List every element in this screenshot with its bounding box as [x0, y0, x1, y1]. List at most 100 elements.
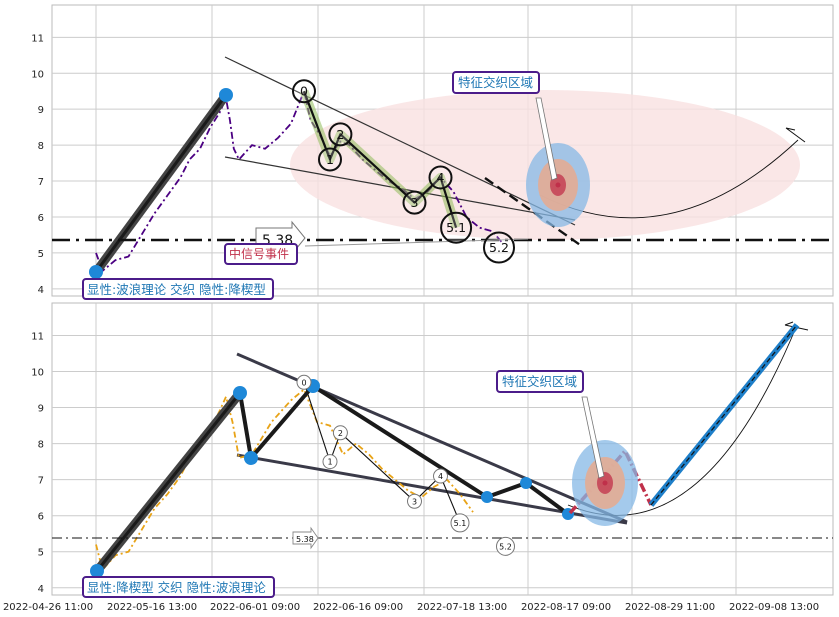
bottom-feature-box [496, 370, 584, 393]
wave-label-0: 0 [296, 374, 312, 390]
bottom-dot-peak-a [233, 386, 247, 400]
wave-label-circle [328, 122, 353, 147]
bottom-reference-arrow [292, 526, 319, 550]
top-impulse-start-dot [89, 265, 103, 279]
bottom-projection-blue-core [650, 324, 798, 506]
y-tick-label: 5 [38, 548, 44, 559]
top-wave-line [302, 90, 458, 229]
wave-label-text: 0 [301, 378, 306, 387]
bottom-impulse-bar-inner [95, 392, 242, 572]
y-tick-label: 10 [31, 69, 44, 80]
top-projection-tip [785, 127, 806, 143]
y-tick-label: 9 [38, 404, 44, 415]
wave-label-circle [296, 374, 312, 390]
wave-label-circle [318, 147, 342, 172]
y-tick-label: 9 [38, 105, 44, 116]
wave-label-circle [332, 425, 348, 441]
wave-label-text: 5.1 [454, 519, 467, 528]
x-tick-label: 2022-06-01 09:00 [210, 602, 300, 613]
wave-label-circle [433, 468, 448, 484]
top-pattern-box [82, 278, 274, 300]
y-tick-label: 7 [38, 476, 44, 487]
y-tick-label: 4 [38, 584, 44, 595]
bottom-feature-pointer [581, 396, 605, 479]
y-tick-label: 11 [31, 331, 44, 342]
top-impulse-bar-inner [94, 94, 228, 273]
x-tick-label: 2022-07-18 13:00 [417, 602, 507, 613]
bottom-wave-line [303, 382, 461, 524]
wave-label-5.1: 5.1 [440, 211, 473, 244]
wave-label-text: 5.2 [489, 240, 509, 255]
bottom-dot-trough-b [481, 491, 493, 503]
x-tick-label: 2022-05-16 13:00 [107, 602, 197, 613]
wave-label-5.2: 5.2 [483, 231, 515, 264]
top-signal-box [224, 243, 298, 265]
bottom-feature-zone-center [602, 480, 608, 486]
wave-label-text: 0 [300, 84, 308, 99]
wave-label-circle [450, 513, 470, 533]
wave-label-circle [483, 231, 515, 264]
y-tick-label: 11 [31, 33, 44, 44]
top-wave-labels: 0 12 3 4 5.1 5.2 [292, 79, 515, 264]
top-signal-label: 中信号事件 [229, 246, 289, 261]
top-feature-box [452, 71, 540, 94]
wave-label-2: 2 [328, 122, 353, 147]
wave-label-circle [407, 493, 422, 509]
x-tick-label: 2022-09-08 13:00 [729, 602, 819, 613]
wave-label-text: 5.1 [446, 220, 466, 235]
wave-label-5.2: 5.2 [496, 536, 515, 556]
bottom-plot-area [51, 302, 834, 596]
bottom-pattern-box [82, 576, 275, 598]
y-tick-label: 8 [38, 141, 44, 152]
wave-label-2: 2 [332, 425, 348, 441]
top-pattern-label: 显性:波浪理论 交织 隐性:降楔型 [87, 282, 266, 297]
x-tick-label: 2022-06-16 09:00 [313, 602, 403, 613]
bottom-y-axis: 4 5 6 7 8 9 10 11 [31, 331, 44, 594]
bottom-dot-start [90, 564, 104, 578]
wave-label-circle [440, 211, 473, 244]
y-tick-label: 6 [38, 213, 44, 224]
bottom-wave-labels: 0 1 2 3 4 5.1 5.2 [296, 374, 515, 556]
wave-label-text: 5.2 [499, 542, 512, 551]
wave-label-3: 3 [407, 493, 422, 509]
top-feature-zone-center [555, 182, 561, 188]
top-upper-trendline [224, 56, 576, 226]
wave-label-3: 3 [402, 190, 427, 215]
y-tick-label: 5 [38, 249, 44, 260]
bottom-pattern-path [238, 384, 570, 516]
wave-label-circle [322, 454, 338, 470]
wave-label-text: 2 [338, 429, 343, 438]
bottom-pattern-label: 显性:降楔型 交织 隐性:波浪理论 [87, 580, 266, 595]
top-feature-label: 特征交织区域 [458, 75, 533, 90]
wave-label-4: 4 [433, 468, 448, 484]
y-tick-label: 6 [38, 512, 44, 523]
wave-label-text: 1 [327, 458, 332, 467]
wave-label-circle [496, 536, 515, 556]
wave-label-1: 1 [322, 454, 338, 470]
bottom-price-series [95, 388, 474, 572]
y-tick-label: 4 [38, 285, 44, 296]
wave-label-circle [428, 165, 453, 190]
top-impulse-end-dot [219, 88, 233, 102]
wave-label-text: 3 [411, 195, 419, 210]
top-wave-dash-5 [484, 177, 584, 248]
x-tick-label: 2022-08-29 11:00 [625, 602, 715, 613]
wave-label-text: 2 [336, 127, 344, 142]
top-reference-connector [304, 238, 529, 247]
y-tick-label: 7 [38, 177, 44, 188]
wave-label-circle [292, 79, 316, 104]
y-tick-label: 8 [38, 440, 44, 451]
bottom-feature-label: 特征交织区域 [502, 374, 577, 389]
wave-label-circle [402, 190, 427, 215]
wave-label-4: 4 [428, 165, 453, 190]
wave-label-text: 4 [437, 170, 445, 185]
wave-label-1: 1 [318, 147, 342, 172]
wave-label-5.1: 5.1 [450, 513, 470, 533]
bottom-dot-trough-a [244, 451, 258, 465]
wave-label-text: 1 [326, 152, 334, 167]
x-axis: 2022-04-26 11:00 2022-05-16 13:00 2022-06-… [3, 602, 819, 613]
x-tick-label: 2022-04-26 11:00 [3, 602, 93, 613]
x-tick-label: 2022-08-17 09:00 [521, 602, 611, 613]
